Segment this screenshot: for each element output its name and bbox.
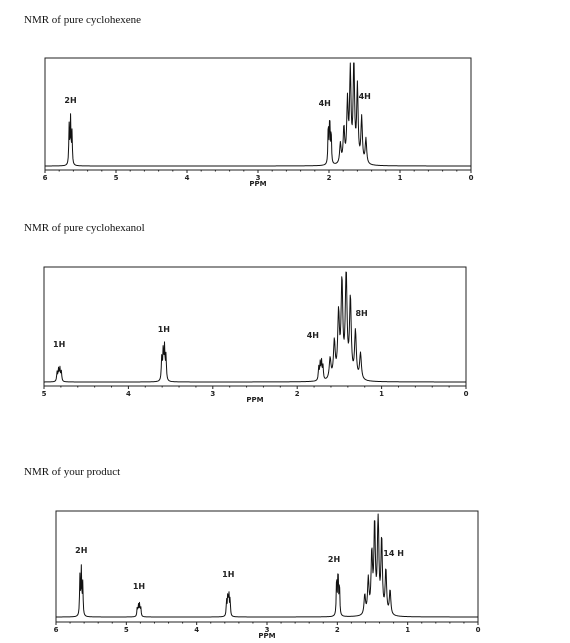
peak-annotation: 2H bbox=[328, 555, 340, 564]
x-tick-label: 5 bbox=[124, 626, 129, 634]
x-tick-label: 2 bbox=[327, 174, 332, 182]
x-tick-label: 4 bbox=[126, 390, 131, 398]
spectrum-trace bbox=[43, 271, 467, 383]
peak-annotation: 4H bbox=[307, 331, 319, 340]
chart-title-cyclohexanol: NMR of pure cyclohexanol bbox=[24, 222, 145, 234]
x-tick-label: 2 bbox=[295, 390, 300, 398]
spectrum-3: 6 5 4 3 2 1 0 PPM 2H 1H 1H 2H 14 H bbox=[54, 510, 481, 640]
x-tick-label: 0 bbox=[464, 390, 469, 398]
x-tick-label: 0 bbox=[469, 174, 474, 182]
spectrum-trace bbox=[55, 513, 479, 618]
x-tick-label: 6 bbox=[43, 174, 48, 182]
plot-frame bbox=[55, 510, 479, 623]
x-tick-label: 3 bbox=[210, 390, 215, 398]
peak-annotation: 4H bbox=[319, 99, 331, 108]
x-tick-label: 3 bbox=[256, 174, 261, 182]
x-tick-label: 0 bbox=[476, 626, 481, 634]
plot-frame bbox=[44, 57, 472, 171]
x-tick-label: 3 bbox=[265, 626, 270, 634]
plot-frame bbox=[43, 266, 467, 387]
peak-annotation: 1H bbox=[133, 582, 145, 591]
spectrum-1: 6 5 4 3 2 1 0 PPM 2H 4H 4H bbox=[43, 57, 474, 188]
peak-annotation: 1H bbox=[53, 340, 65, 349]
x-tick-label: 5 bbox=[42, 390, 47, 398]
x-tick-label: 4 bbox=[194, 626, 199, 634]
x-axis-label: PPM bbox=[249, 180, 266, 188]
x-tick-label: 6 bbox=[54, 626, 59, 634]
x-tick-label: 1 bbox=[405, 626, 410, 634]
peak-annotation: 8H bbox=[355, 309, 367, 318]
peak-annotation: 1H bbox=[222, 570, 234, 579]
chart-title-cyclohexene: NMR of pure cyclohexene bbox=[24, 14, 141, 26]
x-tick-label: 1 bbox=[379, 390, 384, 398]
spectrum-2: 5 4 3 2 1 0 PPM 1H 1H 4H 8H bbox=[42, 266, 469, 404]
x-axis-label: PPM bbox=[258, 632, 275, 640]
peak-annotation: 4H bbox=[359, 92, 371, 101]
peak-annotation: 2H bbox=[64, 96, 76, 105]
x-tick-label: 1 bbox=[398, 174, 403, 182]
x-axis-label: PPM bbox=[246, 396, 263, 404]
x-tick-label: 5 bbox=[114, 174, 119, 182]
peak-annotation: 14 H bbox=[383, 549, 404, 558]
x-tick-label: 2 bbox=[335, 626, 340, 634]
spectrum-trace bbox=[44, 62, 472, 167]
peak-annotation: 1H bbox=[158, 325, 170, 334]
chart-title-product: NMR of your product bbox=[24, 466, 121, 478]
x-tick-label: 4 bbox=[185, 174, 190, 182]
peak-annotation: 2H bbox=[75, 546, 87, 555]
